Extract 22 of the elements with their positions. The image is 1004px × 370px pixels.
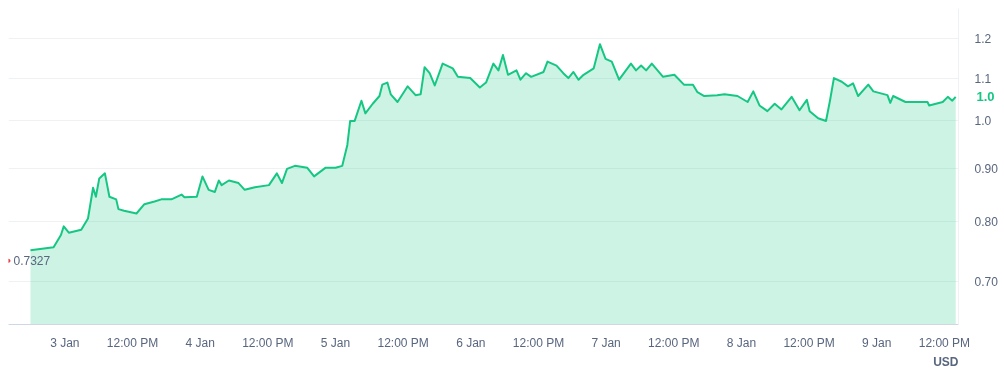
x-tick-label: 3 Jan: [50, 335, 80, 350]
y-tick-label: 1.0: [974, 114, 992, 129]
x-tick-label: 5 Jan: [320, 335, 351, 350]
x-tick-label: 7 Jan: [591, 335, 621, 350]
y-tick-label: 0.70: [974, 274, 999, 289]
x-tick-label: 12:00 PM: [648, 335, 700, 350]
x-tick-label: 12:00 PM: [512, 335, 565, 350]
x-tick-label: 9 Jan: [862, 335, 892, 350]
x-tick-label: 12:00 PM: [783, 335, 835, 350]
x-tick-label: 6 Jan: [456, 335, 486, 350]
y-tick-label: 0.80: [974, 214, 999, 229]
annotation: 0.7327: [13, 254, 51, 269]
x-tick-label: 12:00 PM: [918, 335, 971, 350]
x-tick-label: 12:00 PM: [242, 335, 294, 350]
y-tick-label: 0.90: [974, 161, 999, 176]
x-tick-label: 4 Jan: [185, 335, 215, 350]
y-tick-label: 1.1: [974, 71, 992, 86]
y-tick-label: 1.2: [974, 32, 992, 47]
text: USD: [933, 354, 959, 369]
x-tick-label: 12:00 PM: [377, 335, 429, 350]
x-tick-label: 12:00 PM: [106, 335, 159, 350]
x-tick-label: 8 Jan: [726, 335, 757, 350]
